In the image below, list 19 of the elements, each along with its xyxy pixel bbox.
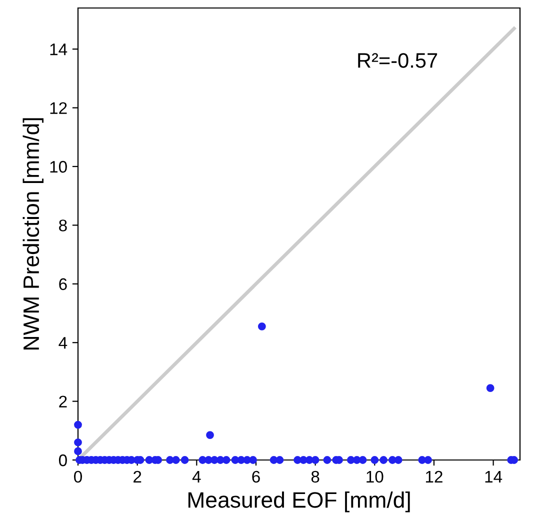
y-tick-label: 4 (58, 337, 68, 349)
y-tick-label: 6 (59, 278, 67, 290)
x-tick-label: 2 (134, 470, 142, 482)
x-tick-label: 0 (74, 470, 82, 483)
y-tick-label: 10 (50, 160, 67, 173)
y-axis-title: NWM Prediction [mm/d] (22, 118, 44, 350)
y-tick-label: 2 (59, 396, 67, 408)
annotation: R²=-0.57 (358, 53, 438, 68)
x-tick-label: 10 (366, 470, 384, 483)
y-tick-label: 12 (50, 102, 67, 114)
x-tick-label: 8 (311, 470, 320, 483)
x-tick-label: 12 (426, 470, 442, 482)
x-tick-label: 4 (192, 471, 201, 482)
x-axis-title: Measured EOF [mm/d] (188, 492, 410, 512)
y-tick-label: 0 (58, 454, 67, 466)
y-tick-label: 8 (59, 220, 67, 232)
x-tick-label: 6 (252, 470, 260, 483)
y-tick-label: 14 (50, 44, 68, 56)
x-tick-label: 14 (485, 471, 502, 482)
